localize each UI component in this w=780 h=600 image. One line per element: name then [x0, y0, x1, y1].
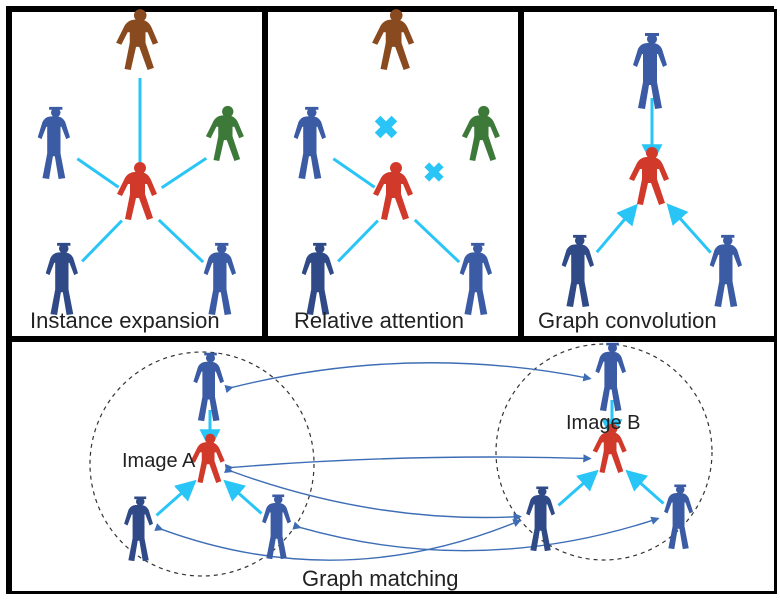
panel-instance-expansion: Instance expansion	[9, 9, 265, 339]
image-label: Image B	[566, 412, 640, 435]
panel-title: Instance expansion	[30, 308, 220, 334]
panel-graph-matching: Image A Image B Graph matching	[9, 339, 777, 594]
panel-relative-attention: Relative attention	[265, 9, 521, 339]
panel-graph-convolution: Graph convolution	[521, 9, 777, 339]
panel-title: Relative attention	[294, 308, 464, 334]
panel-title: Graph matching	[302, 566, 459, 592]
panel-title: Graph convolution	[538, 308, 717, 334]
figure-frame: Instance expansion Relative attention Gr…	[6, 6, 774, 594]
image-label: Image A	[122, 450, 195, 473]
